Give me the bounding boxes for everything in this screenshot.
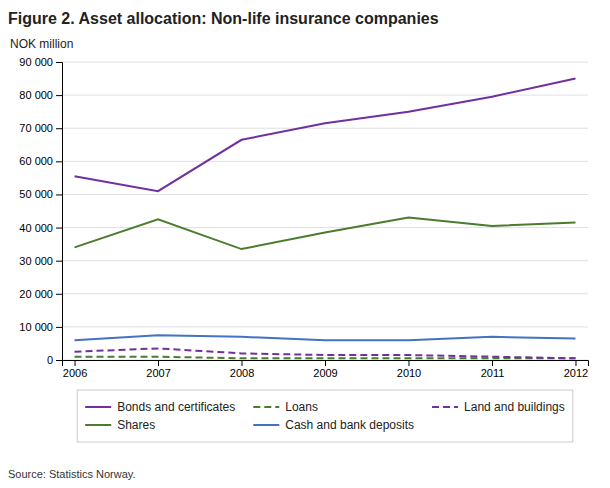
legend-label: Cash and bank deposits bbox=[285, 418, 414, 432]
x-tick-mark bbox=[325, 360, 326, 366]
grid-line bbox=[62, 128, 588, 129]
grid bbox=[62, 62, 588, 360]
y-tick: 0 bbox=[47, 354, 62, 366]
grid-line bbox=[62, 326, 588, 327]
chart-svg: Figure 2. Asset allocation: Non-life ins… bbox=[0, 0, 610, 488]
x-tick: 2007 bbox=[146, 360, 170, 379]
y-tick: 20 000 bbox=[19, 288, 62, 300]
y-axis: 0 10 000 20 000 30 000 40 000 50 000 60 000 70 … bbox=[19, 56, 62, 366]
y-tick: 50 000 bbox=[19, 188, 62, 200]
grid-line bbox=[62, 293, 588, 294]
y-tick-label: 10 000 bbox=[19, 321, 53, 333]
grid-line bbox=[62, 260, 588, 261]
y-tick-mark bbox=[56, 128, 62, 129]
source-note: Source: Statistics Norway. bbox=[8, 468, 136, 480]
legend-item: Shares bbox=[85, 418, 155, 432]
y-tick-mark bbox=[56, 194, 62, 195]
legend-item: Cash and bank deposits bbox=[253, 418, 414, 432]
y-tick: 40 000 bbox=[19, 222, 62, 234]
y-tick-mark bbox=[56, 360, 62, 361]
legend-swatch bbox=[85, 406, 111, 408]
x-tick-mark bbox=[75, 360, 76, 366]
y-tick-label: 30 000 bbox=[19, 255, 53, 267]
grid-line bbox=[62, 194, 588, 195]
legend-label: Land and buildings bbox=[464, 400, 565, 414]
legend-swatch bbox=[432, 406, 458, 408]
x-tick-label: 2010 bbox=[397, 367, 421, 379]
x-axis: 2006 2007 2008 2009 2010 2011 2012 bbox=[63, 360, 589, 379]
series-line bbox=[75, 79, 576, 192]
y-tick-label: 60 000 bbox=[19, 155, 53, 167]
x-tick-label: 2009 bbox=[313, 367, 337, 379]
y-tick-mark bbox=[56, 261, 62, 262]
grid-line bbox=[62, 227, 588, 228]
y-tick: 70 000 bbox=[19, 122, 62, 134]
x-tick-mark bbox=[242, 360, 243, 366]
x-tick-mark bbox=[575, 360, 576, 366]
y-tick-label: 0 bbox=[47, 354, 53, 366]
grid-line bbox=[62, 62, 588, 63]
x-tick-label: 2012 bbox=[564, 367, 588, 379]
x-tick: 2012 bbox=[564, 360, 588, 379]
y-tick-label: 50 000 bbox=[19, 188, 53, 200]
legend-label: Shares bbox=[117, 418, 155, 432]
y-axis-line bbox=[56, 63, 63, 361]
x-tick-label: 2006 bbox=[63, 367, 87, 379]
x-axis-line bbox=[63, 361, 589, 367]
legend-swatch bbox=[253, 406, 279, 408]
legend-item: Land and buildings bbox=[432, 400, 565, 414]
chart-container: Figure 2. Asset allocation: Non-life ins… bbox=[0, 0, 610, 488]
y-tick: 10 000 bbox=[19, 321, 62, 333]
x-tick: 2010 bbox=[397, 360, 421, 379]
x-tick-mark bbox=[408, 360, 409, 366]
x-tick-label: 2007 bbox=[146, 367, 170, 379]
y-tick-label: 70 000 bbox=[19, 122, 53, 134]
legend-frame bbox=[77, 390, 573, 442]
legend-swatch bbox=[253, 424, 279, 426]
legend-label: Loans bbox=[285, 400, 318, 414]
y-tick: 90 000 bbox=[19, 56, 62, 68]
y-tick-label: 40 000 bbox=[19, 222, 53, 234]
y-tick-label: 90 000 bbox=[19, 56, 53, 68]
x-tick: 2006 bbox=[63, 360, 87, 379]
y-tick-mark bbox=[56, 161, 62, 162]
y-axis-label: NOK million bbox=[10, 37, 73, 51]
series-line bbox=[75, 357, 576, 359]
grid-line bbox=[62, 95, 588, 96]
x-tick: 2009 bbox=[313, 360, 337, 379]
y-tick-mark bbox=[56, 95, 62, 96]
x-tick-label: 2008 bbox=[230, 367, 254, 379]
series-line bbox=[75, 335, 576, 340]
y-tick-mark bbox=[56, 228, 62, 229]
series-line bbox=[75, 218, 576, 249]
series-line bbox=[75, 348, 576, 358]
y-tick-mark bbox=[56, 62, 62, 63]
series-lines bbox=[75, 79, 576, 359]
legend-item: Loans bbox=[253, 400, 318, 414]
x-tick-mark bbox=[158, 360, 159, 366]
x-tick: 2011 bbox=[481, 360, 505, 379]
x-tick-mark bbox=[492, 360, 493, 366]
plot-area: 0 10 000 20 000 30 000 40 000 50 000 60 000 70 … bbox=[19, 56, 588, 379]
y-tick: 60 000 bbox=[19, 155, 62, 167]
y-tick: 80 000 bbox=[19, 89, 62, 101]
grid-line bbox=[62, 161, 588, 162]
y-tick-mark bbox=[56, 327, 62, 328]
legend-item: Bonds and certificates bbox=[85, 400, 235, 414]
y-tick-label: 80 000 bbox=[19, 89, 53, 101]
legend: Bonds and certificates Shares Loans Cash an… bbox=[77, 390, 573, 442]
y-tick-label: 20 000 bbox=[19, 288, 53, 300]
x-tick-label: 2011 bbox=[481, 367, 505, 379]
x-tick: 2008 bbox=[230, 360, 254, 379]
y-tick-mark bbox=[56, 294, 62, 295]
legend-label: Bonds and certificates bbox=[117, 400, 235, 414]
legend-swatch bbox=[85, 424, 111, 426]
y-tick: 30 000 bbox=[19, 255, 62, 267]
chart-title: Figure 2. Asset allocation: Non-life ins… bbox=[8, 10, 439, 27]
